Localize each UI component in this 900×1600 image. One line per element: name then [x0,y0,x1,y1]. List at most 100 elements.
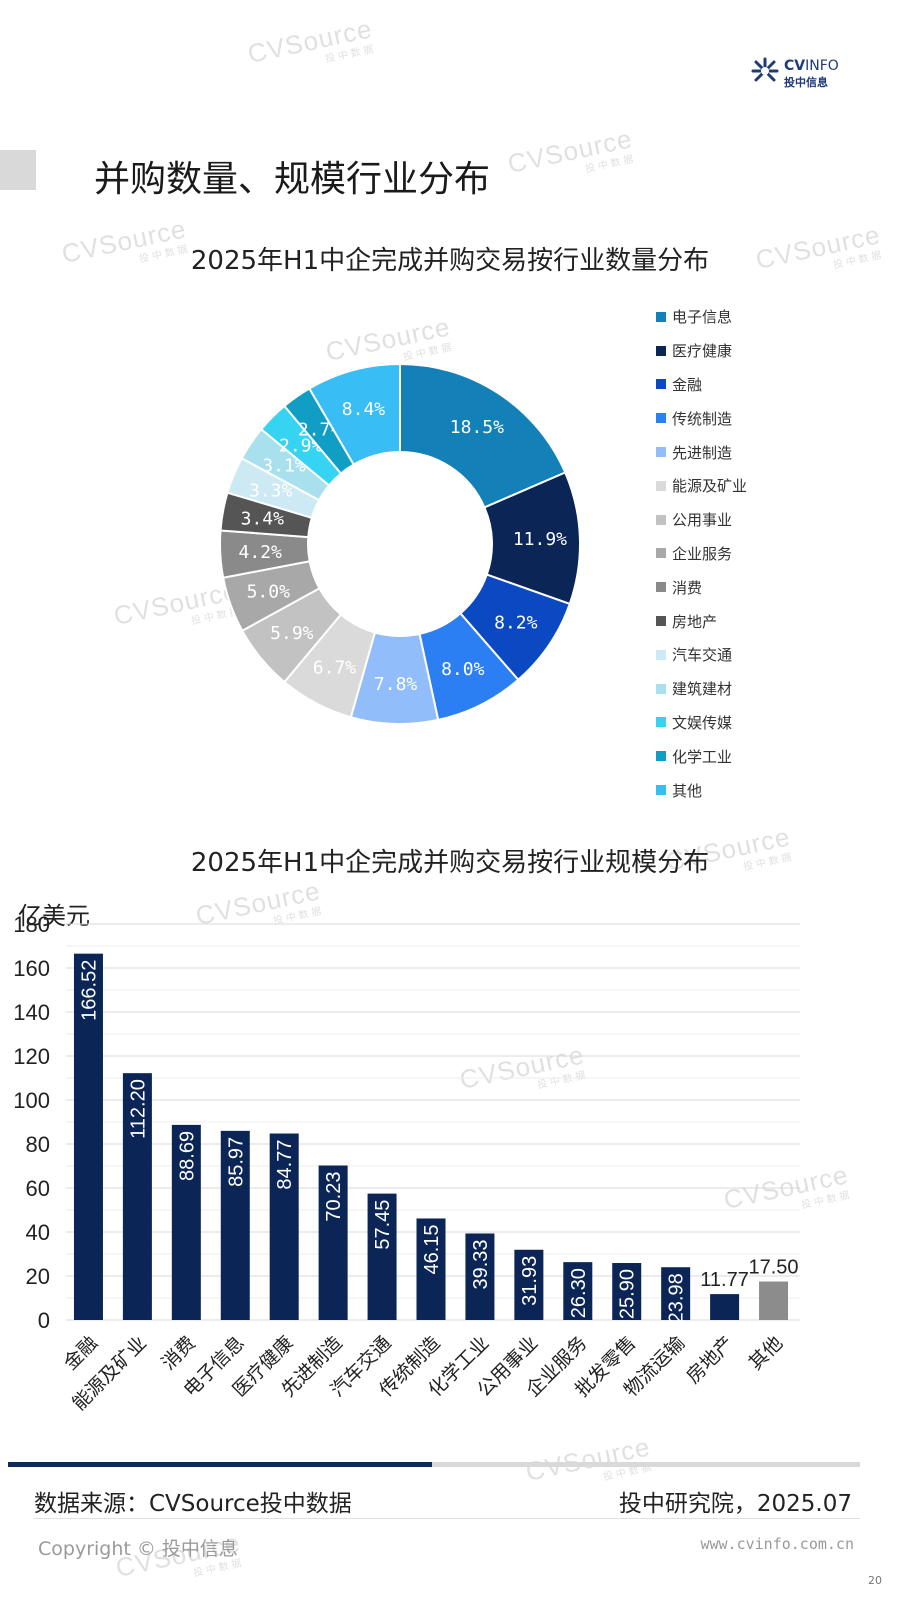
legend-label: 先进制造 [672,443,733,462]
y-tick-label: 0 [38,1308,50,1333]
legend-label: 消费 [672,578,703,597]
legend-label: 电子信息 [672,308,733,327]
bar-chart: 020406080100120140160180166.52金融112.20能源… [13,912,800,1415]
legend-label: 房地产 [672,612,718,631]
bar [710,1294,740,1320]
legend-label: 医疗健康 [672,342,733,361]
y-tick-label: 120 [13,1044,50,1069]
bar [73,953,103,1320]
donut-slice-label: 8.2% [494,613,538,634]
y-tick-label: 100 [13,1088,50,1113]
bar [563,1262,593,1320]
donut-slice [399,362,567,509]
bar-value-label: 17.50 [749,1257,799,1279]
donut-slice-label: 8.0% [441,659,485,680]
bar-value-label: 39.33 [470,1239,492,1289]
bar [661,1267,691,1320]
bar-value-label: 88.69 [176,1131,198,1181]
legend-swatch [656,548,666,559]
legend-item: 金融 [656,368,816,402]
legend-swatch [656,582,666,593]
legend-swatch [656,413,666,424]
legend-label: 传统制造 [672,409,733,428]
bar [465,1233,495,1320]
page-title: 并购数量、规模行业分布 [94,159,491,200]
donut-slice-label: 3.4% [241,509,285,530]
bar-value-label: 25.90 [617,1269,639,1319]
legend-item: 消费 [656,570,816,604]
bar-value-label: 46.15 [421,1224,443,1274]
legend-item: 电子信息 [656,300,816,334]
donut-chart: 18.5% 11.9% 8.2% 8.0% 7.8% 6.7% 5.9% 5.0% 4.2% 3.… [219,362,581,725]
y-tick-label: 80 [26,1132,50,1157]
bar [612,1263,642,1320]
donut-legend: 电子信息医疗健康金融传统制造先进制造能源及矿业公用事业企业服务消费房地产汽车交通… [656,300,816,807]
publisher-date: 投中研究院，2025.07 [618,1491,852,1517]
x-tick-label: 其他 [745,1332,787,1374]
y-tick-label: 160 [13,956,50,981]
legend-label: 文娱传媒 [672,713,733,732]
legend-label: 其他 [672,781,703,800]
y-tick-label: 20 [26,1264,50,1289]
bar [759,1281,789,1320]
legend-swatch [656,717,666,728]
legend-item: 房地产 [656,604,816,638]
legend-item: 文娱传媒 [656,706,816,740]
bar [220,1130,250,1320]
bar-value-label: 57.45 [372,1200,394,1250]
legend-swatch [656,311,666,322]
page-number: 20 [868,1574,882,1587]
footer-progress-track [432,1462,860,1467]
bar-value-label: 23.98 [666,1273,688,1323]
donut-slice-label: 3.3% [249,480,293,501]
logo-wordmark: CVINFO [784,58,839,74]
donut-slice-label: 11.9% [513,529,567,550]
bar-chart-title: 2025年H1中企完成并购交易按行业规模分布 [190,848,710,878]
legend-swatch [656,447,666,458]
bar-value-label: 31.93 [519,1256,541,1306]
legend-item: 汽车交通 [656,638,816,672]
y-tick-label: 40 [26,1220,50,1245]
x-tick-label: 金融 [60,1332,102,1374]
bar-value-label: 70.23 [323,1171,345,1221]
watermark: CVSource 投中数据 [245,13,378,69]
legend-swatch [656,379,666,390]
copyright: Copyright © 投中信息 [38,1538,238,1560]
bar [514,1249,544,1320]
legend-label: 化学工业 [672,747,733,766]
section-tab-marker [0,150,36,190]
donut-slice-label: 8.4% [342,399,386,420]
legend-item: 其他 [656,773,816,807]
bar [367,1193,397,1320]
legend-swatch [656,683,666,694]
legend-swatch [656,751,666,762]
y-axis-label: 亿美元 [18,902,90,930]
legend-label: 建筑建材 [672,680,733,699]
legend-item: 企业服务 [656,537,816,571]
bar [416,1218,446,1320]
legend-swatch [656,514,666,525]
legend-item: 建筑建材 [656,672,816,706]
logo-cn-text: 投中信息 [784,76,828,89]
y-tick-label: 140 [13,1000,50,1025]
bar [171,1124,201,1320]
footer-divider [34,1518,860,1519]
x-tick-label: 消费 [157,1332,199,1374]
legend-item: 传统制造 [656,401,816,435]
bar-value-label: 85.97 [225,1137,247,1187]
legend-label: 企业服务 [672,544,733,563]
donut-slice [307,362,401,466]
footer-progress-bar [8,1462,432,1467]
website-link[interactable]: www.cvinfo.com.cn [700,1535,854,1553]
legend-item: 医疗健康 [656,334,816,368]
bar-value-label: 84.77 [274,1140,296,1190]
legend-label: 公用事业 [672,511,733,530]
brand-logo: CVINFO 投中信息 [750,54,850,90]
donut-chart-title: 2025年H1中企完成并购交易按行业数量分布 [190,246,710,276]
legend-label: 能源及矿业 [672,477,748,496]
bar-value-label: 26.30 [568,1268,590,1318]
legend-item: 化学工业 [656,739,816,773]
donut-slice-label: 2.9% [279,435,323,456]
bar [122,1073,152,1320]
legend-label: 金融 [672,375,703,394]
